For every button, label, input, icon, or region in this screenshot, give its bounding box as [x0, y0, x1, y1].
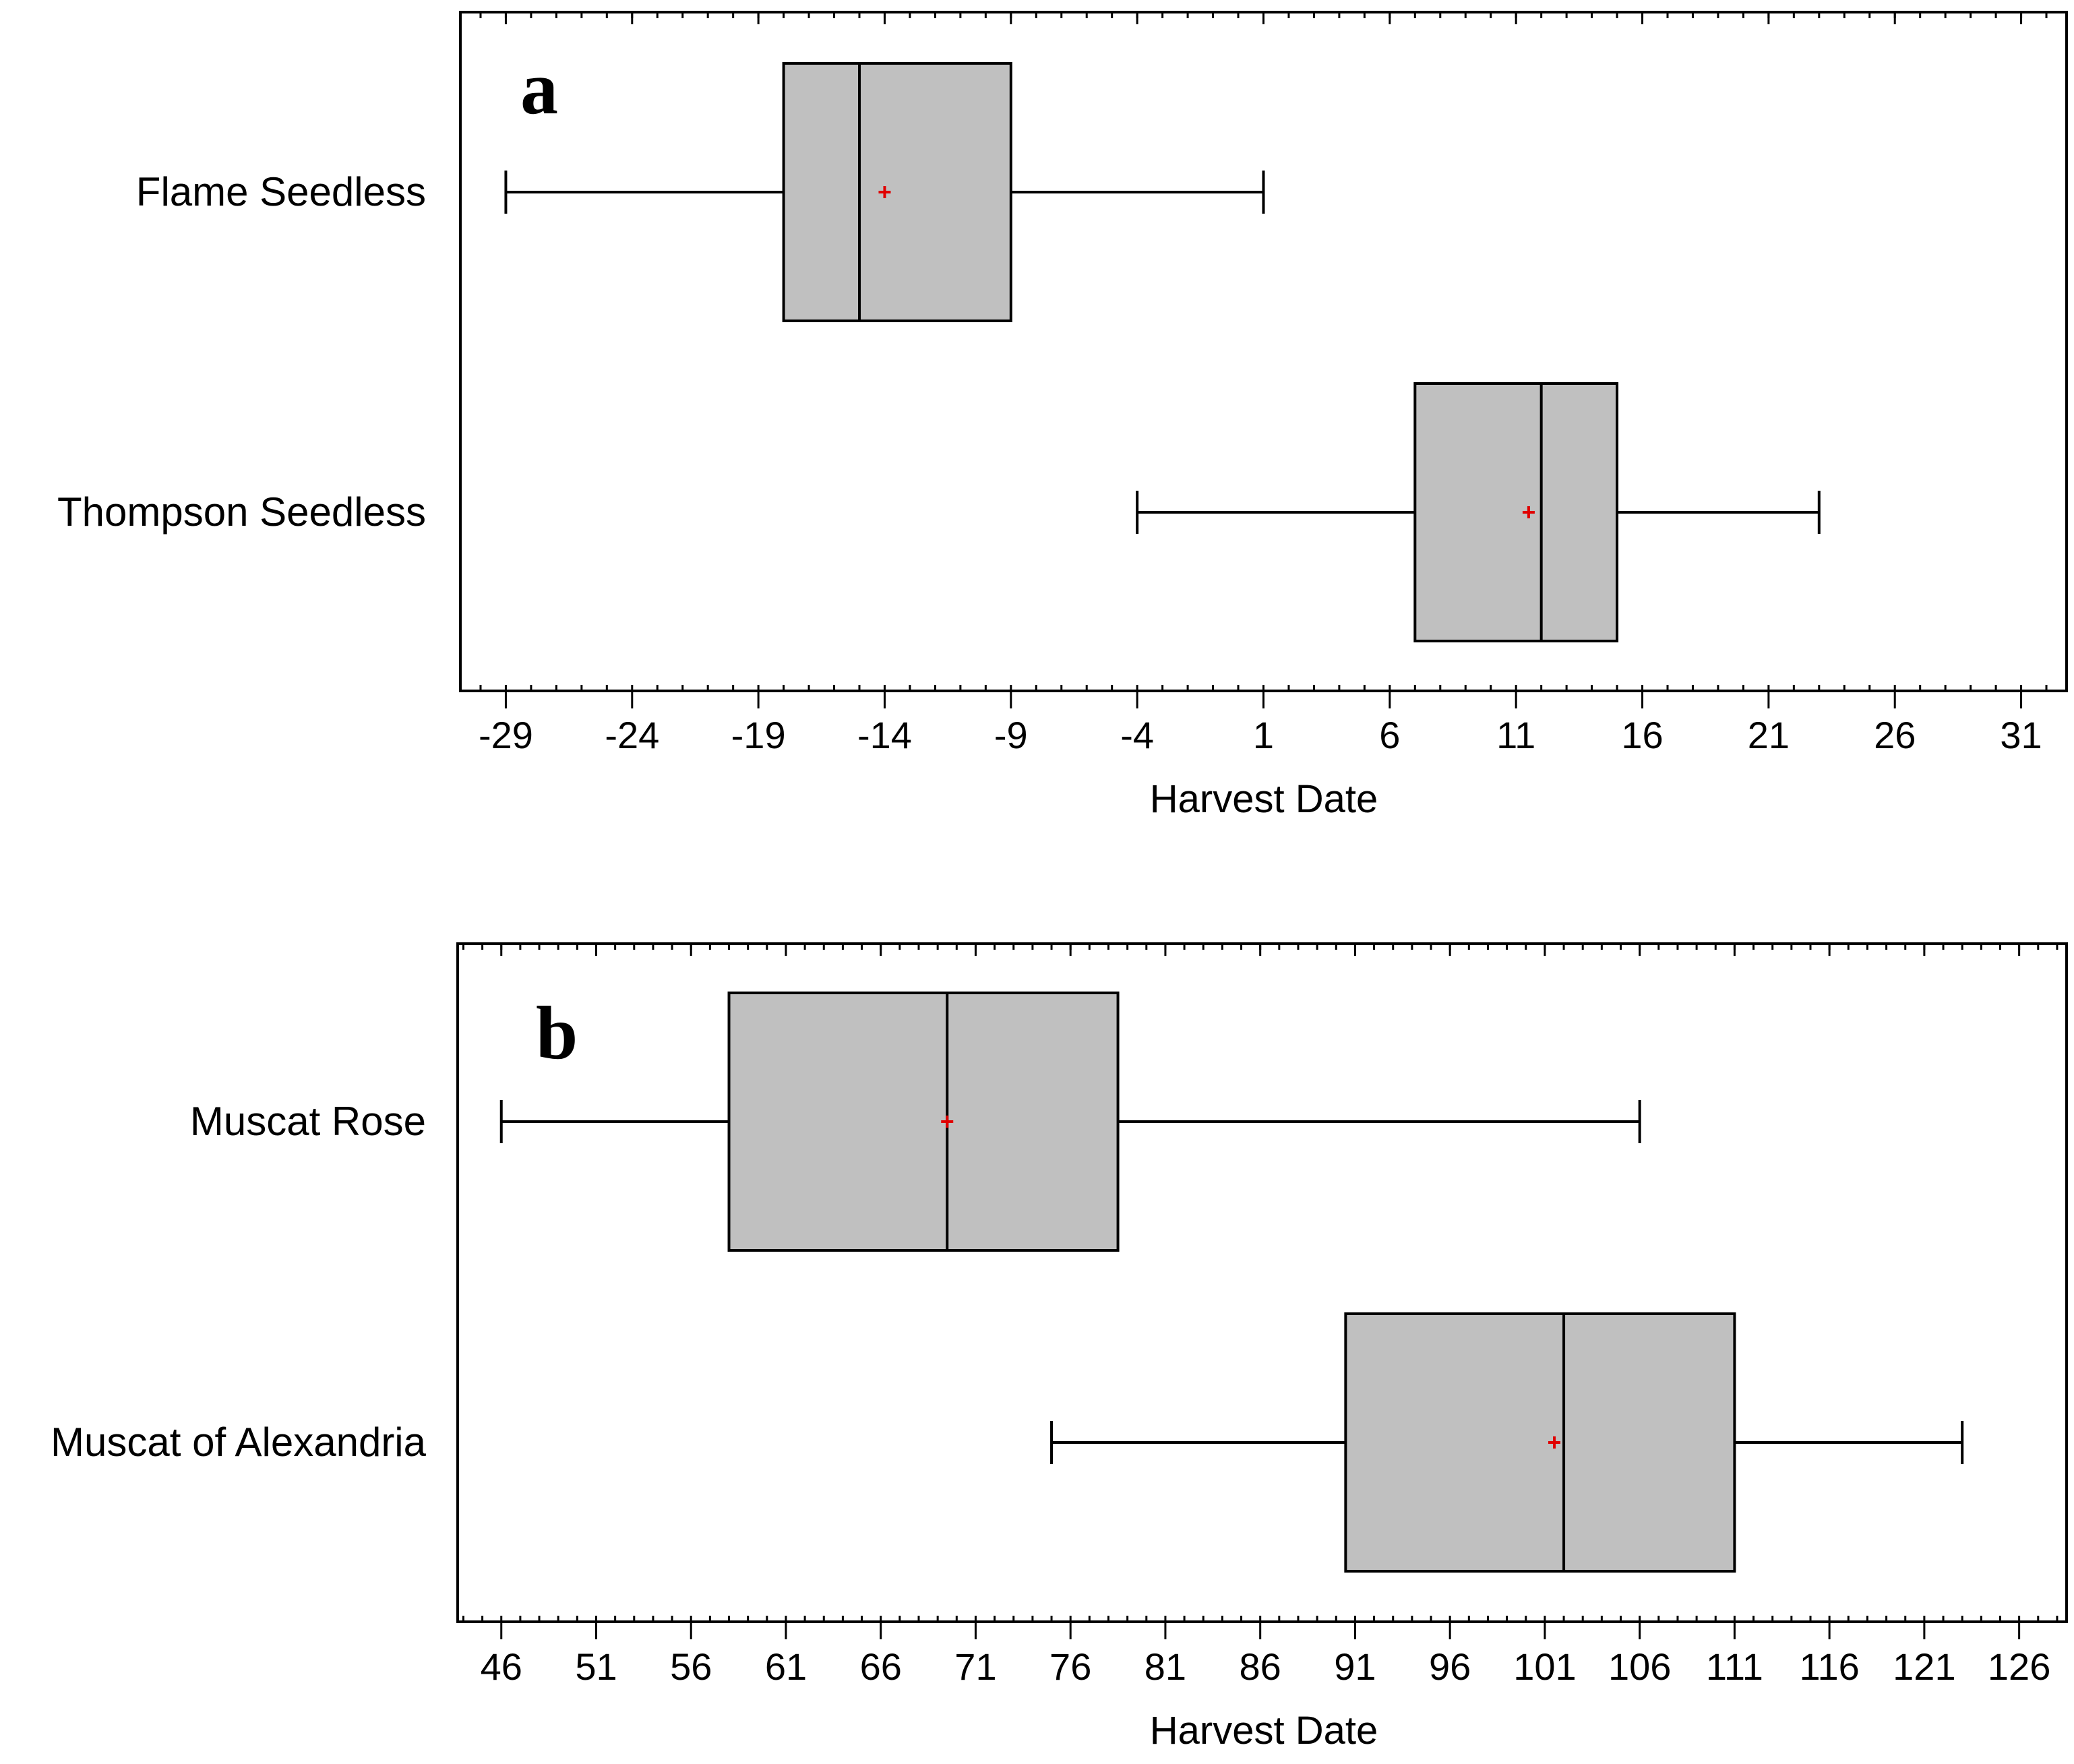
tick-label: 106	[1608, 1645, 1671, 1688]
iqr-box	[1344, 1312, 1736, 1573]
tick-label: 51	[575, 1645, 617, 1688]
panel-label: b	[536, 992, 578, 1075]
box-thompson-seedless: Thompson Seedless	[57, 382, 1821, 642]
tick-label: 6	[1379, 714, 1400, 756]
tick-label: 56	[670, 1645, 712, 1688]
tick-label: 66	[860, 1645, 902, 1688]
category-label: Flame Seedless	[136, 169, 426, 214]
panel-label: a	[520, 47, 558, 130]
tick-label: 71	[954, 1645, 996, 1688]
x-axis-ticks: -29 -24 -19 -14 -9 -4 1 6 11 16 21 26 31	[479, 12, 2048, 756]
tick-label: 121	[1893, 1645, 1955, 1688]
tick-label: -29	[479, 714, 533, 756]
mean-marker	[941, 1116, 954, 1128]
box-series: Muscat Rose Muscat of Alexandria	[51, 992, 1964, 1573]
tick-label: -24	[605, 714, 659, 756]
x-axis-ticks: 46 51 56 61 66 71 76 81 86 91 96 101 106 111 116 121 126	[462, 944, 2058, 1688]
tick-label: 96	[1429, 1645, 1471, 1688]
box-muscat-rose: Muscat Rose	[190, 992, 1641, 1252]
iqr-box	[727, 992, 1120, 1252]
tick-label: 86	[1240, 1645, 1281, 1688]
tick-label: 116	[1800, 1645, 1860, 1688]
box-flame-seedless: Flame Seedless	[136, 62, 1265, 322]
panel-a: -29 -24 -19 -14 -9 -4 1 6 11 16 21 26 31 Flame Seedl…	[57, 11, 2068, 821]
tick-label: 101	[1513, 1645, 1576, 1688]
category-label: Muscat of Alexandria	[51, 1420, 427, 1465]
iqr-box	[782, 62, 1012, 322]
panel-b: 46 51 56 61 66 71 76 81 86 91 96 101 106 111 116 121 126…	[51, 942, 2068, 1753]
tick-label: 126	[1988, 1645, 2050, 1688]
mean-marker	[1548, 1436, 1560, 1449]
box-muscat-of-alexandria: Muscat of Alexandria	[51, 1312, 1964, 1573]
mean-marker	[878, 186, 891, 198]
tick-label: 46	[481, 1645, 522, 1688]
tick-label: 76	[1049, 1645, 1091, 1688]
tick-label: 61	[765, 1645, 807, 1688]
plot-area-frame	[459, 11, 2068, 692]
plot-area-frame	[456, 942, 2068, 1623]
mean-marker	[1522, 506, 1535, 518]
iqr-box	[1413, 382, 1619, 642]
tick-label: 11	[1496, 714, 1535, 756]
tick-label: -9	[994, 714, 1028, 756]
tick-label: 81	[1145, 1645, 1186, 1688]
tick-label: -19	[731, 714, 786, 756]
tick-label: 26	[1874, 714, 1916, 756]
box-series: Flame Seedless Thompson Seedless	[57, 62, 1821, 642]
tick-label: 31	[2000, 714, 2042, 756]
category-label: Thompson Seedless	[57, 489, 426, 535]
tick-label: -14	[857, 714, 912, 756]
tick-label: 111	[1706, 1645, 1763, 1688]
tick-label: 91	[1334, 1645, 1376, 1688]
tick-label: -4	[1120, 714, 1154, 756]
tick-label: 16	[1621, 714, 1663, 756]
x-axis-title: Harvest Date	[1150, 1709, 1378, 1753]
category-label: Muscat Rose	[190, 1099, 426, 1144]
x-axis-title: Harvest Date	[1150, 777, 1378, 821]
tick-label: 1	[1253, 714, 1274, 756]
tick-label: 21	[1748, 714, 1790, 756]
